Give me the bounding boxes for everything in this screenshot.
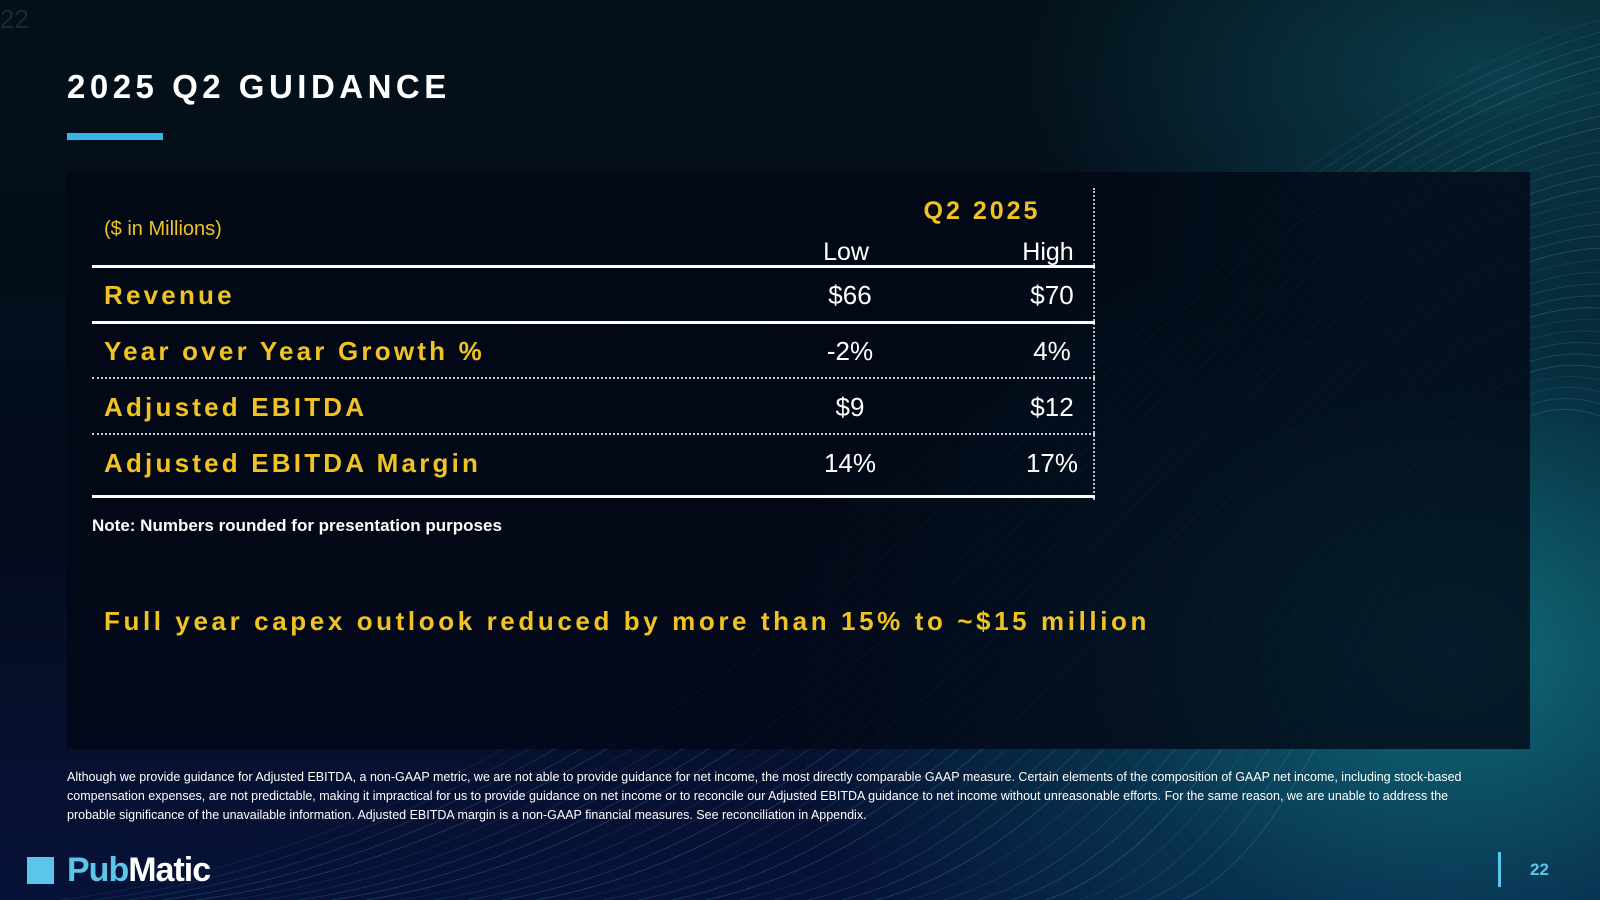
row-label: Adjusted EBITDA [104,392,368,422]
footer-divider [1498,852,1501,887]
rounding-note: Note: Numbers rounded for presentation p… [92,516,502,535]
row-high-value: 4% [1033,336,1071,366]
table-row-revenue: Revenue $66 $70 [92,268,1095,324]
table-row-rule [92,433,1095,435]
logo-pub: Pub [67,850,129,889]
title-underline [67,133,163,140]
table-row-yoy-growth: Year over Year Growth % -2% 4% [92,324,1095,380]
logo-wordmark: PubMatic [67,850,211,890]
row-label: Adjusted EBITDA Margin [104,448,482,478]
table-period-header: Q2 2025 [923,197,1041,225]
guidance-table: ($ in Millions) Q2 2025 Low High Revenue… [92,188,1095,500]
table-row-adjusted-ebitda: Adjusted EBITDA $9 $12 [92,380,1095,436]
table-row-ebitda-margin: Adjusted EBITDA Margin 14% 17% [92,436,1095,492]
table-right-divider [1093,188,1095,500]
non-gaap-disclaimer: Although we provide guidance for Adjuste… [67,770,1462,822]
pubmatic-logo: PubMatic [27,850,211,890]
table-bottom-rule [92,495,1095,498]
row-high-value: 17% [1025,448,1079,478]
page-title: 2025 Q2 GUIDANCE [67,68,451,105]
table-header-rule [92,265,1095,268]
table-unit-label: ($ in Millions) [104,218,222,240]
table-row-rule [92,377,1095,379]
corner-slide-number: 22 [0,4,29,34]
content-panel [67,172,1530,749]
row-label: Revenue [104,280,235,310]
row-low-value: $9 [835,392,865,422]
logo-matic: Matic [128,850,211,889]
row-low-value: 14% [823,448,877,478]
row-high-value: $12 [1030,392,1074,422]
row-low-value: -2% [826,336,874,366]
row-label: Year over Year Growth % [104,336,485,366]
table-row-rule [92,321,1095,324]
page-number: 22 [1530,860,1549,879]
logo-square-icon [27,856,54,884]
row-low-value: $66 [828,280,872,310]
capex-outlook: Full year capex outlook reduced by more … [104,606,1151,636]
row-high-value: $70 [1030,280,1074,310]
table-col-high-header: High [1022,238,1074,266]
table-col-low-header: Low [823,238,869,266]
